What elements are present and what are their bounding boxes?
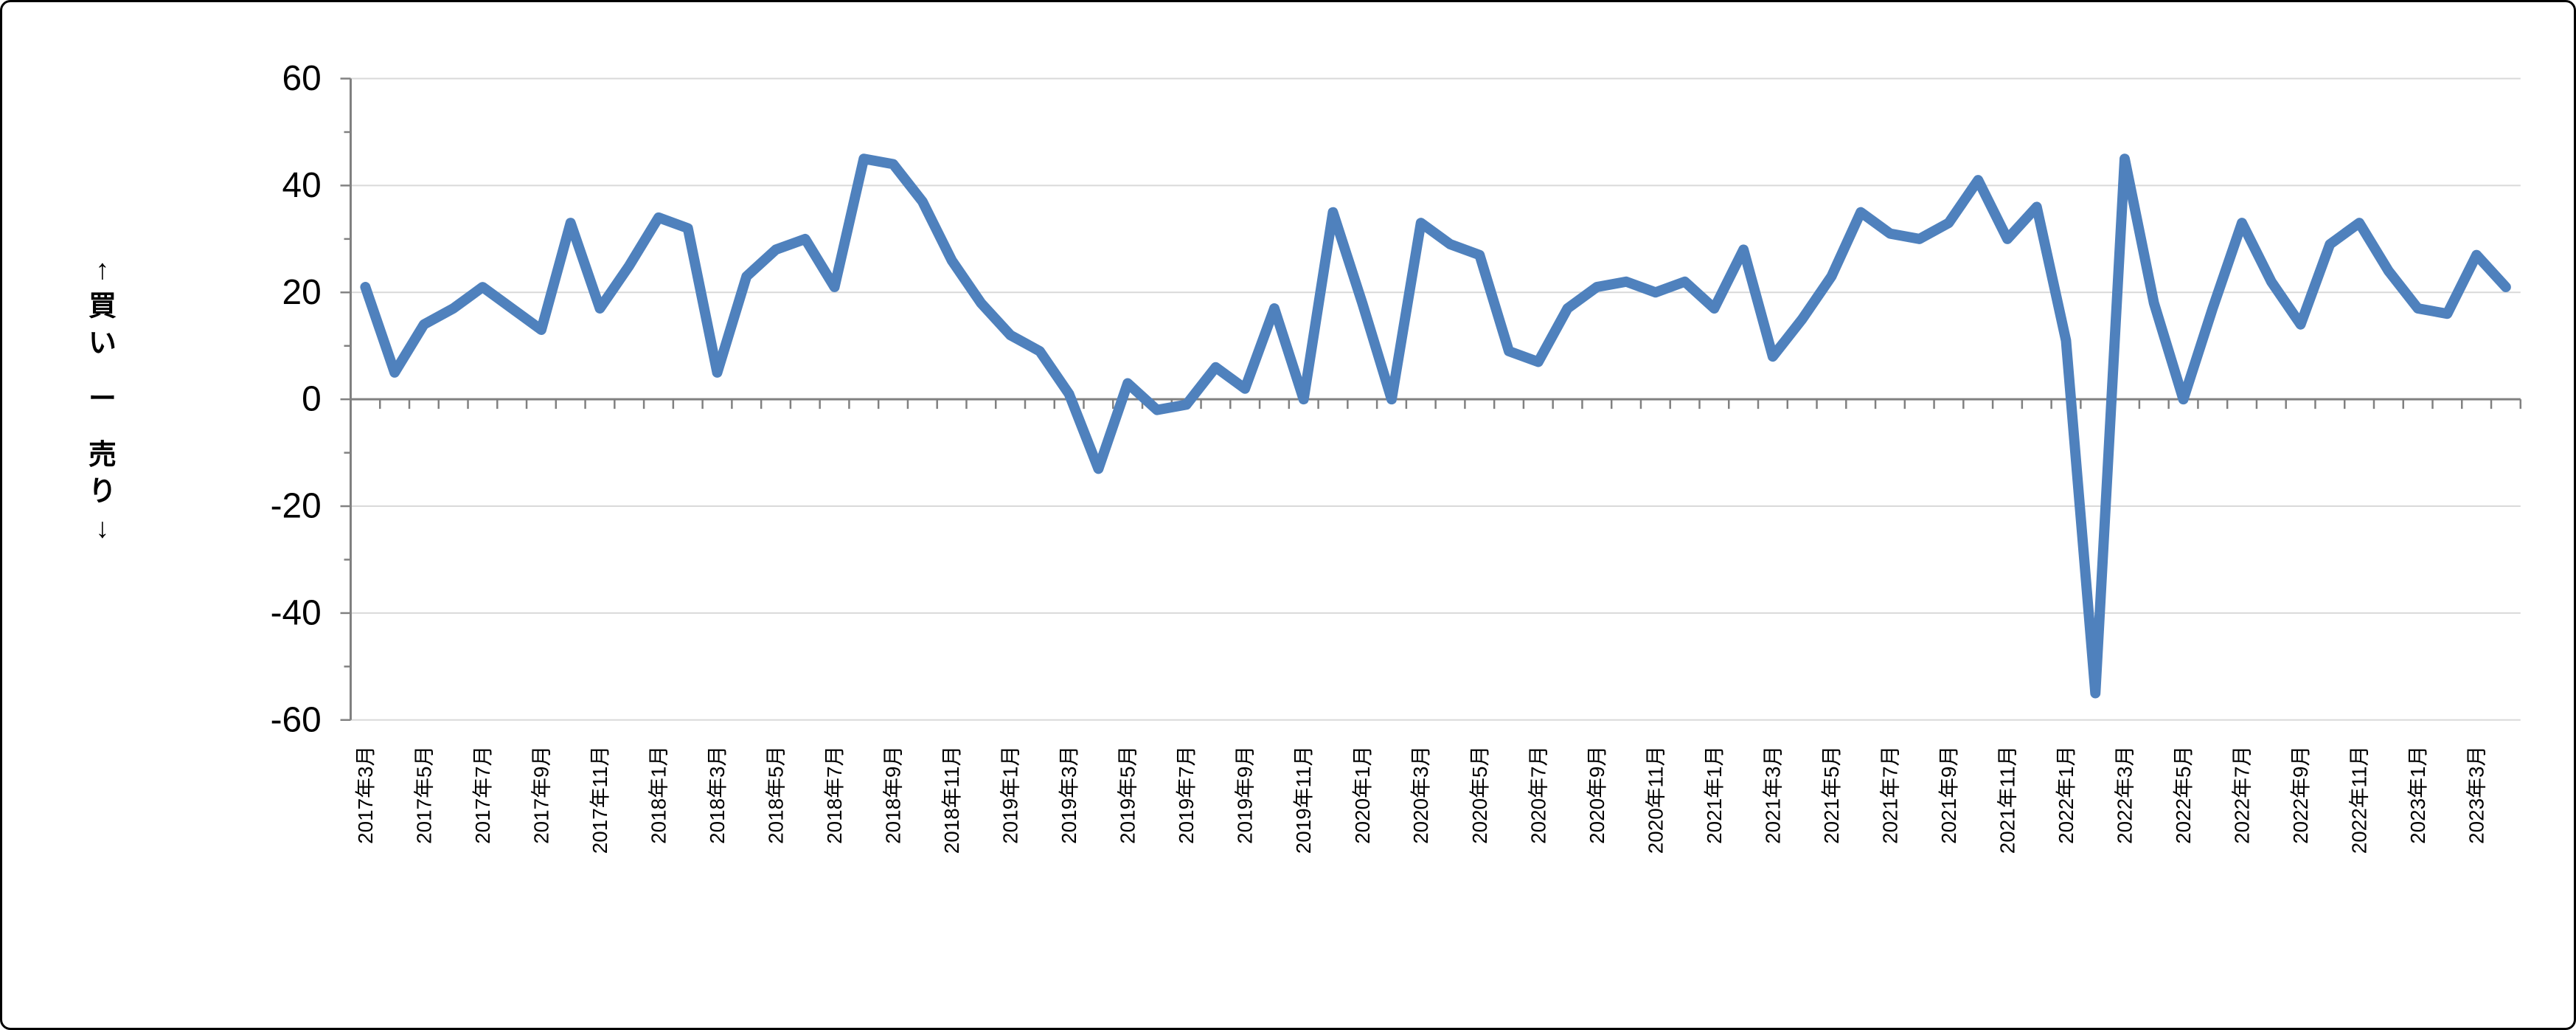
x-tick-label: 2019年1月 bbox=[999, 746, 1022, 844]
x-tick-label: 2017年7月 bbox=[471, 746, 494, 844]
x-tick-label: 2018年7月 bbox=[823, 746, 846, 844]
x-tick-label: 2021年7月 bbox=[1878, 746, 1901, 844]
x-tick-label: 2018年1月 bbox=[647, 746, 670, 844]
x-tick-label: 2022年1月 bbox=[2055, 746, 2077, 844]
x-tick-label: 2018年3月 bbox=[706, 746, 729, 844]
x-tick-label: 2023年3月 bbox=[2465, 746, 2488, 844]
y-tick-label: 40 bbox=[282, 166, 322, 205]
x-tick-label: 2017年3月 bbox=[354, 746, 377, 844]
x-tick-label: 2022年5月 bbox=[2172, 746, 2195, 844]
x-tick-label: 2019年11月 bbox=[1292, 746, 1315, 854]
y-tick-label: 60 bbox=[282, 59, 322, 98]
y-tick-label: 20 bbox=[282, 273, 322, 312]
y-axis-title-char: 売 bbox=[88, 440, 117, 471]
x-tick-label: 2021年3月 bbox=[1761, 746, 1784, 844]
y-axis-title-char: り bbox=[88, 477, 117, 508]
x-tick-label: 2020年9月 bbox=[1586, 746, 1608, 844]
x-tick-label: 2017年5月 bbox=[412, 746, 435, 844]
x-tick-labels: 2017年3月 2017年5月 2017年7月 2017年9月 2017年11月 2018… bbox=[354, 746, 2488, 854]
x-tick-label: 2019年3月 bbox=[1058, 746, 1080, 844]
x-tick-label: 2017年9月 bbox=[530, 746, 552, 844]
y-axis-title-char: ー bbox=[88, 384, 117, 415]
x-tick-label: 2017年11月 bbox=[589, 746, 611, 854]
series-line bbox=[360, 153, 2511, 699]
x-tick-label: 2022年11月 bbox=[2348, 746, 2371, 854]
y-tick-label: -60 bbox=[271, 700, 322, 739]
y-axis-title-char: ↓ bbox=[95, 513, 109, 544]
x-tick-label: 2018年9月 bbox=[882, 746, 905, 844]
y-tick-label: 0 bbox=[302, 380, 322, 419]
x-tick-label: 2021年5月 bbox=[1820, 746, 1843, 844]
y-axis-title-char: 買 bbox=[88, 291, 117, 322]
x-tick-label: 2018年5月 bbox=[764, 746, 787, 844]
x-tick-label: 2020年5月 bbox=[1468, 746, 1491, 844]
x-tick-label: 2020年1月 bbox=[1351, 746, 1374, 844]
y-tick-label: -40 bbox=[271, 593, 322, 632]
y-axis-title-char: ↑ bbox=[95, 255, 109, 286]
y-tick-labels: 60 40 20 0 -20 -40 -60 bbox=[271, 59, 322, 739]
x-tick-label: 2019年7月 bbox=[1175, 746, 1198, 844]
x-tick-label: 2021年1月 bbox=[1703, 746, 1726, 844]
x-tick-label: 2019年5月 bbox=[1117, 746, 1139, 844]
x-tick-label: 2020年3月 bbox=[1409, 746, 1432, 844]
x-tick-label: 2020年11月 bbox=[1644, 746, 1667, 854]
gridlines bbox=[350, 77, 2521, 721]
x-tick-label: 2019年9月 bbox=[1234, 746, 1257, 844]
y-tick-label: -20 bbox=[271, 487, 322, 526]
x-tick-label: 2023年1月 bbox=[2406, 746, 2429, 844]
x-tick-label: 2021年9月 bbox=[1937, 746, 1960, 844]
x-axis bbox=[350, 398, 2522, 409]
y-axis bbox=[340, 77, 352, 722]
x-tick-label: 2022年7月 bbox=[2231, 746, 2254, 844]
x-tick-label: 2022年9月 bbox=[2289, 746, 2312, 844]
x-tick-label: 2021年11月 bbox=[1996, 746, 2018, 854]
x-tick-label: 2018年11月 bbox=[940, 746, 963, 854]
y-axis-title-char: い bbox=[88, 328, 117, 359]
x-tick-label: 2022年3月 bbox=[2114, 746, 2136, 844]
x-tick-label: 2020年7月 bbox=[1527, 746, 1549, 844]
